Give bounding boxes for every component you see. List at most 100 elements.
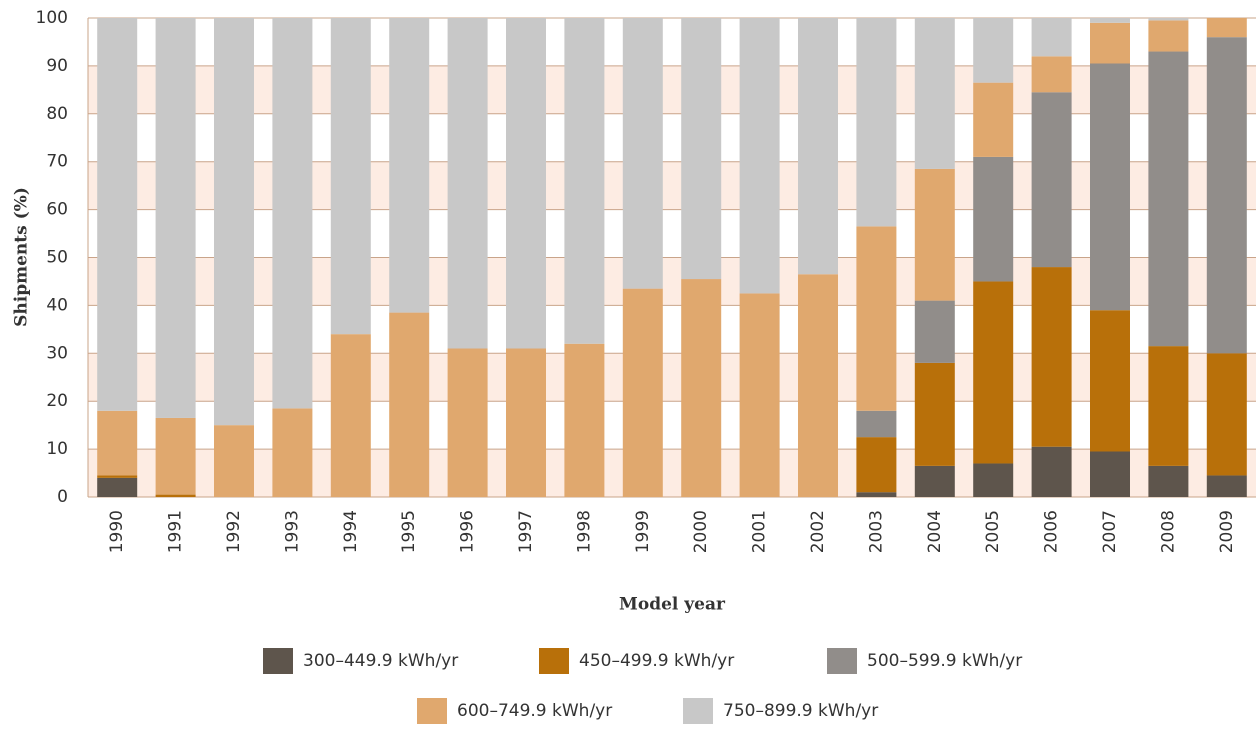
- legend-swatch: [683, 698, 713, 724]
- background-band: [88, 257, 1256, 306]
- bar-segment: [330, 334, 371, 497]
- bar-segment: [272, 18, 313, 409]
- x-tick-label: 2003: [866, 510, 886, 553]
- bar-segment: [856, 18, 897, 227]
- y-tick-label: 70: [46, 152, 68, 172]
- y-tick-label: 30: [46, 343, 68, 363]
- bar-segment: [914, 18, 955, 169]
- x-tick-label: 2001: [750, 510, 770, 553]
- bar-segment: [1206, 18, 1247, 38]
- bar-segment: [214, 18, 254, 426]
- y-axis-title: Shipments (%): [12, 187, 32, 327]
- x-tick-label: 1999: [633, 510, 653, 553]
- legend-label: 300–449.9 kWh/yr: [303, 651, 458, 671]
- x-tick-label: 2004: [925, 510, 945, 553]
- bar-segment: [914, 362, 955, 466]
- y-tick-label: 10: [46, 439, 68, 459]
- legend-label: 600–749.9 kWh/yr: [457, 701, 612, 721]
- y-tick-label: 80: [46, 104, 68, 124]
- bar-segment: [1148, 20, 1189, 52]
- bar-segment: [914, 168, 955, 301]
- legend-label: 500–599.9 kWh/yr: [867, 651, 1022, 671]
- legend-swatch: [263, 648, 293, 674]
- x-tick-label: 2008: [1158, 510, 1178, 553]
- bar-segment: [447, 348, 488, 497]
- bar-segment: [798, 18, 838, 275]
- bar-segment: [1090, 22, 1130, 64]
- background-band: [88, 353, 1256, 402]
- bar-segment: [1031, 18, 1072, 57]
- legend-swatch: [827, 648, 857, 674]
- bar-segment: [447, 18, 488, 349]
- x-tick-label: 1993: [282, 510, 302, 553]
- bar-segment: [973, 156, 1014, 282]
- x-axis-title: Model year: [619, 595, 726, 615]
- x-tick-label: 1994: [341, 510, 361, 553]
- bar-segment: [155, 494, 196, 497]
- bar-segment: [97, 18, 138, 411]
- y-tick-label: 20: [46, 391, 68, 411]
- x-tick-label: 2002: [808, 510, 828, 553]
- bar-segment: [564, 18, 605, 344]
- bar-segment: [973, 281, 1014, 464]
- x-tick-label: 1998: [574, 510, 594, 553]
- bar-segment: [856, 410, 897, 438]
- x-tick-label: 2000: [691, 510, 711, 553]
- bar-segment: [97, 477, 138, 497]
- x-tick-label: 2007: [1100, 510, 1120, 553]
- x-tick-label: 1992: [224, 510, 244, 553]
- bar-segment: [1148, 51, 1189, 347]
- bar-segment: [622, 18, 663, 289]
- bar-segment: [914, 300, 955, 363]
- bar-segment: [1206, 353, 1247, 476]
- bar-segment: [1206, 37, 1247, 354]
- bar-segment: [739, 293, 780, 497]
- bar-segment: [856, 437, 897, 493]
- bar-segment: [155, 417, 196, 495]
- bar-segment: [97, 475, 138, 478]
- bar-segment: [155, 18, 196, 418]
- bar-segment: [1090, 451, 1130, 497]
- bar-segment: [856, 226, 897, 411]
- bar-segment: [1031, 446, 1072, 497]
- legend-label: 750–899.9 kWh/yr: [723, 701, 878, 721]
- bar-segment: [506, 348, 546, 497]
- x-tick-label: 1996: [458, 510, 478, 553]
- bar-segment: [564, 343, 605, 497]
- bar-segment: [914, 465, 955, 497]
- background-band: [88, 161, 1256, 210]
- background-band: [88, 65, 1256, 114]
- legend-label: 450–499.9 kWh/yr: [579, 651, 734, 671]
- bar-segment: [681, 279, 722, 497]
- bar-segment: [272, 408, 313, 497]
- bar-segment: [622, 288, 663, 497]
- bar-segment: [1090, 310, 1130, 452]
- x-tick-label: 1995: [399, 510, 419, 553]
- y-tick-label: 100: [36, 8, 68, 28]
- legend-swatch: [539, 648, 569, 674]
- y-tick-label: 40: [46, 295, 68, 315]
- bar-segment: [973, 18, 1014, 83]
- bar-segment: [798, 274, 838, 497]
- bar-segment: [389, 312, 430, 497]
- x-tick-label: 1997: [516, 510, 536, 553]
- background-band: [88, 449, 1256, 497]
- x-tick-label: 1991: [166, 510, 186, 553]
- bar-segment: [739, 18, 780, 294]
- y-tick-label: 60: [46, 200, 68, 220]
- bar-segment: [330, 18, 371, 335]
- x-tick-label: 2006: [1042, 510, 1062, 553]
- legend-swatch: [417, 698, 447, 724]
- bar-segment: [97, 410, 138, 476]
- bar-segment: [1090, 63, 1130, 311]
- x-tick-label: 2009: [1217, 510, 1237, 553]
- bar-segment: [1031, 267, 1072, 447]
- bar-segment: [1090, 18, 1130, 23]
- bar-segment: [681, 18, 722, 280]
- bar-segment: [1148, 18, 1189, 21]
- bar-segment: [389, 18, 430, 313]
- bar-segment: [1148, 465, 1189, 497]
- x-tick-label: 2005: [983, 510, 1003, 553]
- bar-segment: [1031, 56, 1072, 93]
